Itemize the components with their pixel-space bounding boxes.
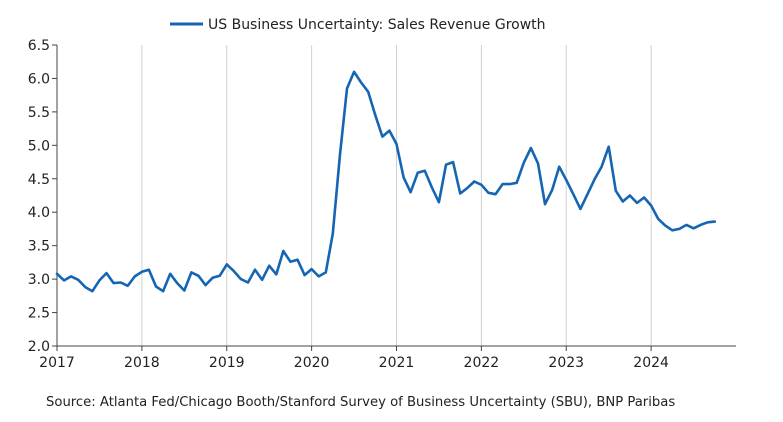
y-tick-label: 2.5	[28, 306, 50, 322]
x-tick-label: 2023	[548, 355, 584, 371]
x-tick-label: 2024	[633, 355, 669, 371]
y-tick-label: 6.5	[28, 38, 50, 54]
source-note: Source: Atlanta Fed/Chicago Booth/Stanfo…	[46, 395, 676, 410]
legend-label: US Business Uncertainty: Sales Revenue G…	[208, 17, 546, 33]
x-tick-label: 2022	[464, 355, 500, 371]
axes	[52, 44, 736, 351]
x-tick-label: 2017	[39, 355, 75, 371]
series-layer	[55, 70, 717, 293]
y-tick-labels: 2.0 2.5 3.0 3.5 4.0 4.5 5.0 5.5 6.0 6.5	[28, 38, 50, 355]
x-tick-label: 2021	[379, 355, 415, 371]
y-tick-label: 3.5	[28, 239, 50, 255]
series-line	[55, 70, 717, 293]
y-tick-label: 4.5	[28, 172, 50, 188]
y-tick-label: 2.0	[28, 339, 50, 355]
y-tick-label: 5.5	[28, 105, 50, 121]
x-tick-label: 2019	[209, 355, 245, 371]
x-tick-labels: 2017 2018 2019 2020 2021 2022 2023 2024	[39, 355, 669, 371]
y-tick-label: 3.0	[28, 272, 50, 288]
y-tick-label: 5.0	[28, 138, 50, 154]
legend: US Business Uncertainty: Sales Revenue G…	[170, 17, 546, 33]
y-tick-label: 6.0	[28, 71, 50, 87]
x-tick-label: 2020	[294, 355, 330, 371]
gridlines	[141, 45, 652, 346]
x-tick-label: 2018	[124, 355, 160, 371]
y-tick-label: 4.0	[28, 205, 50, 221]
